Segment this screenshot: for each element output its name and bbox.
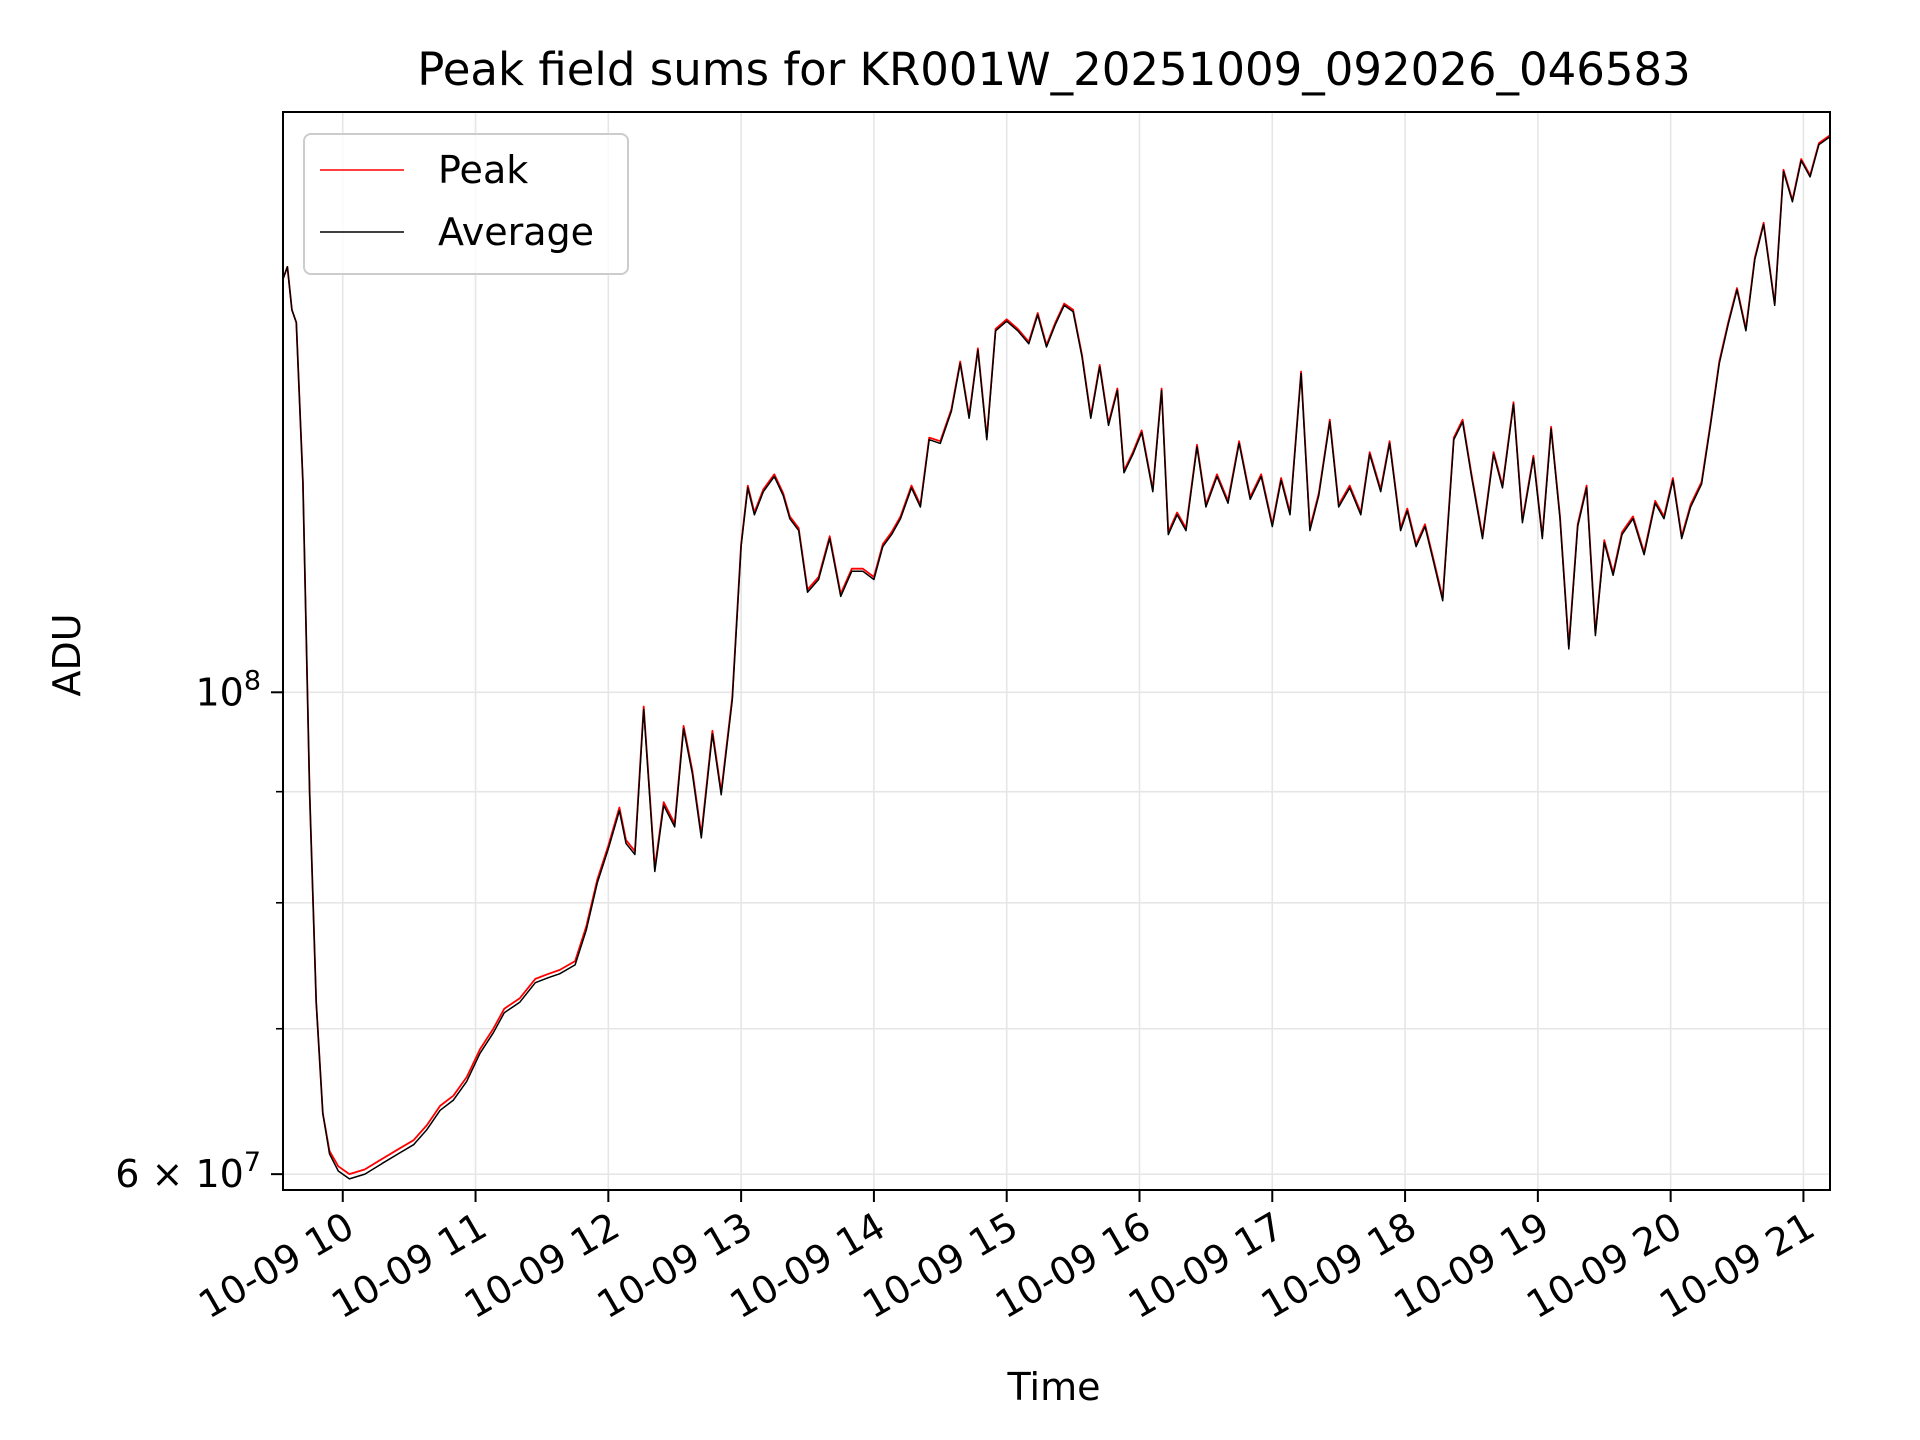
- chart-title: Peak field sums for KR001W_20251009_0920…: [417, 43, 1691, 96]
- legend-label-average: Average: [438, 210, 594, 254]
- series-line-average: [282, 136, 1831, 1180]
- plot-frame: [282, 111, 1831, 1191]
- y-tick-label: 6 × 107: [115, 1147, 261, 1196]
- legend: Peak Average: [303, 133, 629, 275]
- legend-label-peak: Peak: [438, 148, 528, 192]
- x-axis-label: Time: [1007, 1365, 1101, 1409]
- plot-lines: [282, 134, 1831, 1180]
- y-axis-label: ADU: [45, 613, 89, 696]
- grid: [283, 112, 1830, 1190]
- legend-box: [303, 133, 629, 275]
